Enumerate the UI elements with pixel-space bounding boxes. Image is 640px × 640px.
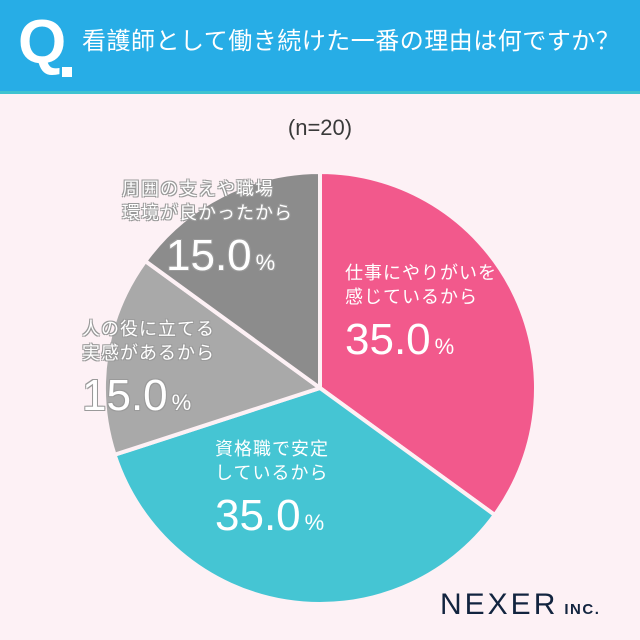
slice-percent: 15.0% (82, 370, 215, 429)
question-title: 看護師として働き続けた一番の理由は何ですか？ (82, 27, 621, 55)
percent-unit: % (304, 510, 325, 535)
slice-stable (112, 386, 497, 606)
q-dot (62, 67, 72, 77)
percent-value: 35.0 (215, 491, 301, 540)
sample-size: (n=20) (287, 115, 353, 140)
percent-value: 35.0 (345, 315, 431, 364)
percent-unit: % (434, 334, 455, 359)
slice-helpful (102, 259, 322, 457)
q-mark: Q (18, 8, 66, 77)
slice-label-stable: 資格職で安定 しているから 35.0% (215, 438, 329, 549)
slice-label-line1: 資格職で安定 (215, 439, 329, 460)
slice-label-rewarding: 仕事にやりがいを 感じているから 35.0% (345, 262, 497, 373)
slice-percent: 15.0% (166, 230, 293, 289)
slice-label-line1: 周囲の支えや職場 (122, 179, 274, 200)
percent-value: 15.0 (166, 231, 252, 280)
slice-label-line1: 仕事にやりがいを (345, 263, 497, 284)
slice-label-line2: 環境が良かったから (122, 203, 293, 224)
slice-label-line1: 人の役に立てる (82, 319, 215, 340)
logo-sub: INC. (564, 601, 601, 618)
slice-label-line2: しているから (215, 463, 329, 484)
logo-main: NEXER (440, 588, 559, 621)
slice-label-helpful: 人の役に立てる 実感があるから 15.0% (82, 318, 215, 429)
percent-unit: % (171, 390, 192, 415)
question-header: Q 看護師として働き続けた一番の理由は何ですか？ (0, 0, 640, 94)
slice-environment (143, 170, 322, 390)
percent-value: 15.0 (82, 371, 168, 420)
slice-percent: 35.0% (215, 490, 329, 549)
percent-unit: % (255, 250, 276, 275)
slice-rewarding (318, 170, 538, 517)
slice-label-line2: 感じているから (345, 287, 478, 308)
slice-percent: 35.0% (345, 314, 497, 373)
nexer-logo: NEXER INC. (440, 588, 600, 622)
slice-label-environment: 周囲の支えや職場 環境が良かったから 15.0% (122, 178, 293, 289)
slice-label-line2: 実感があるから (82, 343, 215, 364)
